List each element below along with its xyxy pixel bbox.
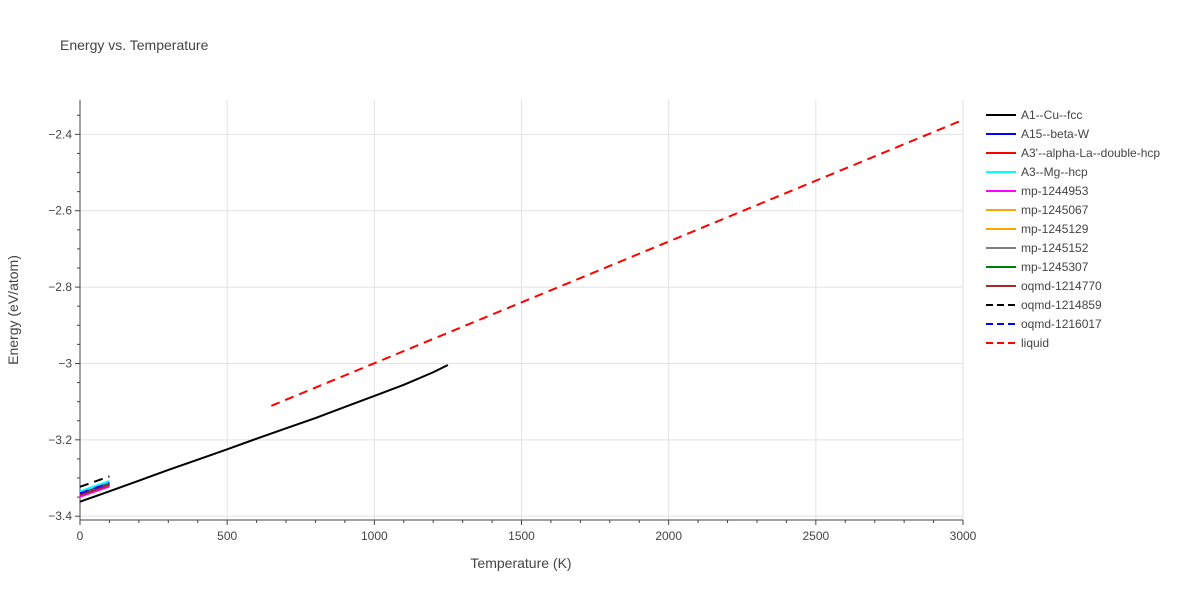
x-tick-label: 3000 bbox=[950, 529, 977, 543]
legend-label: mp-1245307 bbox=[1021, 260, 1089, 274]
legend-label: A1--Cu--fcc bbox=[1021, 108, 1082, 122]
series-line-a3-mg-hcp bbox=[79, 480, 110, 493]
series-line-a1-cu-fcc bbox=[79, 364, 449, 503]
x-tick-label: 500 bbox=[217, 529, 237, 543]
y-tick-label: −3.4 bbox=[48, 509, 72, 523]
legend-label: mp-1245129 bbox=[1021, 222, 1089, 236]
legend-label: A15--beta-W bbox=[1021, 127, 1090, 141]
series-line-oqmd-1216017 bbox=[79, 482, 110, 495]
y-tick-label: −2.4 bbox=[48, 127, 72, 141]
x-tick-label: 1000 bbox=[361, 529, 388, 543]
chart-title: Energy vs. Temperature bbox=[60, 37, 209, 53]
series-line-mp-1244953 bbox=[79, 485, 110, 498]
series-line-oqmd-1214859 bbox=[79, 475, 110, 488]
legend-label: oqmd-1214770 bbox=[1021, 279, 1102, 293]
legend-label: A3--Mg--hcp bbox=[1021, 165, 1088, 179]
y-tick-label: −2.8 bbox=[48, 280, 72, 294]
legend: A1--Cu--fcc A15--beta-W A3'--alpha-La--dou… bbox=[986, 108, 1160, 350]
series-line-liquid bbox=[270, 118, 964, 407]
y-tick-label: −2.6 bbox=[48, 204, 72, 218]
x-axis-title: Temperature (K) bbox=[470, 555, 571, 571]
legend-label: oqmd-1216017 bbox=[1021, 317, 1102, 331]
x-tick-label: 2000 bbox=[655, 529, 682, 543]
x-tick-label: 2500 bbox=[802, 529, 829, 543]
series-line-oqmd-1214770 bbox=[79, 483, 110, 497]
y-tick-label: −3 bbox=[58, 356, 72, 370]
legend-label: A3'--alpha-La--double-hcp bbox=[1021, 146, 1160, 160]
legend-label: mp-1245067 bbox=[1021, 203, 1089, 217]
series-layer bbox=[79, 118, 964, 503]
legend-label: mp-1245152 bbox=[1021, 241, 1089, 255]
legend-label: mp-1244953 bbox=[1021, 184, 1089, 198]
legend-label: oqmd-1214859 bbox=[1021, 298, 1102, 312]
x-tick-label: 1500 bbox=[508, 529, 535, 543]
axis-layer: 0 500 1000 1500 2000 2500 3000 −3.4 −3.2 −3 −2.8 −2… bbox=[48, 100, 977, 543]
y-axis-title: Energy (eV/atom) bbox=[5, 255, 21, 365]
legend-label: liquid bbox=[1021, 336, 1049, 350]
x-tick-label: 0 bbox=[77, 529, 84, 543]
grid-layer bbox=[80, 100, 964, 520]
y-tick-label: −3.2 bbox=[48, 433, 72, 447]
